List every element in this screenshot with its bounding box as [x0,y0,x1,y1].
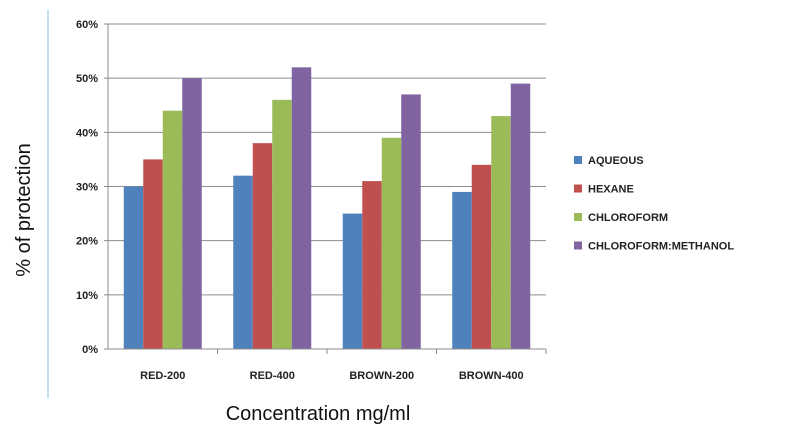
y-axis-title: % of protection [13,143,35,276]
bar-aqueous-red-400 [233,175,253,349]
bar-hexane-brown-200 [362,181,382,349]
x-tick-label: BROWN-400 [459,370,524,382]
bar-chloroform-brown-400 [491,116,511,349]
bar-aqueous-brown-400 [452,191,472,349]
bar-chloroform-brown-200 [381,137,402,349]
legend: AQUEOUS HEXANE CHLOROFORM CHLOROFORM:METHAN… [574,155,734,253]
legend-swatch [574,156,582,164]
legend-swatch [574,241,582,250]
x-axis-title: Concentration mg/ml [226,403,411,425]
bar-chloroform-methanol-brown-200 [401,94,421,350]
bar-hexane-red-200 [143,159,163,349]
bar-chloroform-methanol-red-400 [291,67,312,349]
legend-swatch [574,213,582,221]
bar-aqueous-brown-200 [342,213,363,349]
y-tick-label: 20% [76,236,98,248]
bar-hexane-red-400 [252,143,273,349]
legend-label: CHLOROFORM:METHANOL [588,241,734,253]
y-tick-label: 0% [82,344,98,356]
bars [123,67,531,350]
y-tick-label: 40% [76,127,98,139]
legend-label: CHLOROFORM [588,212,668,224]
y-tick-label: 60% [76,19,98,31]
x-tick-label: BROWN-200 [349,370,414,382]
legend-label: AQUEOUS [588,155,644,167]
legend-label: HEXANE [588,184,634,196]
legend-swatch [574,184,582,193]
y-tick-label: 10% [76,290,98,302]
y-tick-labels: 0% 10% 20% 30% 40% 50% 60% [76,19,108,356]
y-tick-label: 30% [76,182,98,194]
x-tick-label: RED-200 [140,370,185,382]
x-tick-label: RED-400 [250,370,295,382]
bar-chloroform-red-200 [162,110,183,350]
x-tick-labels: RED-200 RED-400 BROWN-200 BROWN-400 [140,370,524,382]
bar-chloroform-methanol-brown-400 [510,83,531,349]
bar-aqueous-red-200 [123,186,144,349]
bar-chloroform-red-400 [272,99,292,349]
bar-hexane-brown-400 [471,164,492,349]
bar-chloroform-methanol-red-200 [182,78,202,350]
y-tick-label: 50% [76,73,98,85]
